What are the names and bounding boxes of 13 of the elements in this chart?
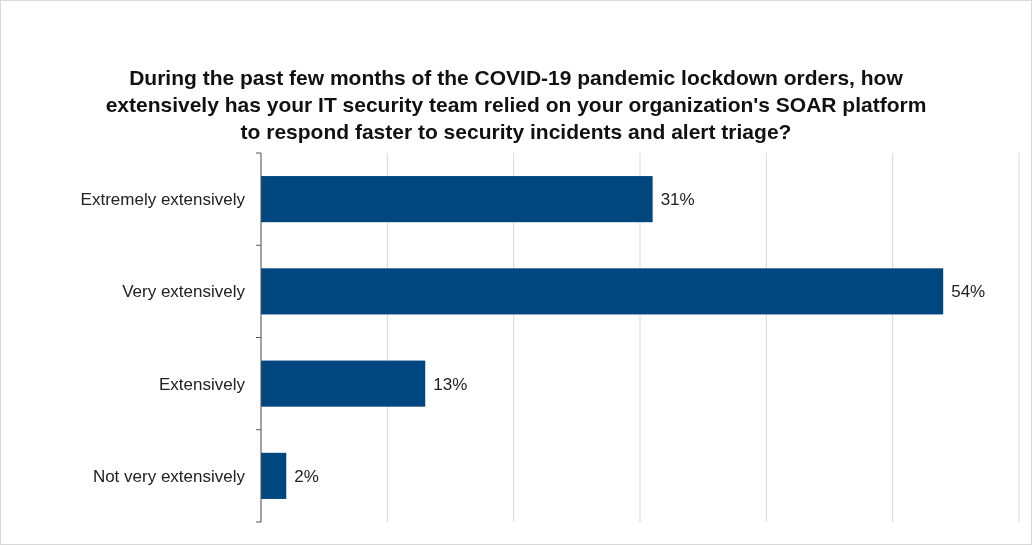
- bar: [261, 452, 287, 499]
- title: During the past few months of the COVID-19 pandemic lockdown orders, how extensively has your IT security team relied on your organization's SOAR platform to respond faster to security incidents and alert triage?: [105, 66, 927, 143]
- bar: [261, 360, 426, 407]
- data-label: 13%: [433, 374, 468, 394]
- y-tick-label: Very extensively: [122, 282, 246, 302]
- y-tick-label: Not very extensively: [92, 466, 246, 486]
- y-tick-label: Extremely extensively: [80, 190, 246, 210]
- data-label: 2%: [294, 466, 319, 486]
- data-label: 31%: [660, 190, 695, 210]
- y-tick-label: Extensively: [159, 374, 246, 394]
- bar: [261, 176, 653, 223]
- bar: [261, 268, 944, 315]
- data-label: 54%: [951, 282, 986, 302]
